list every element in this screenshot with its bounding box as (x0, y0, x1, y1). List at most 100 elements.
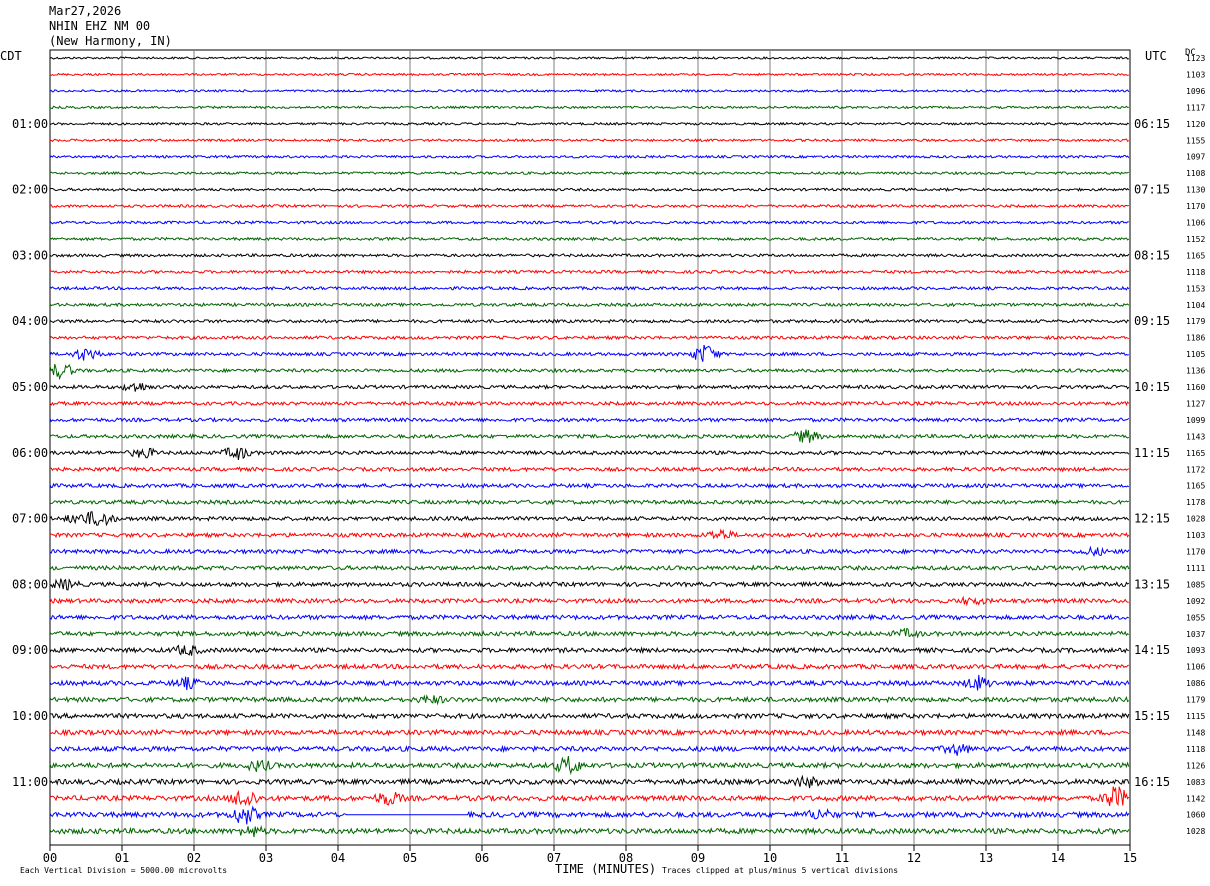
x-tick-label: 07 (547, 851, 561, 865)
x-tick-label: 04 (331, 851, 345, 865)
trace-row (49, 170, 1130, 176)
dc-offset-label: 1106 (1186, 219, 1205, 228)
trace-row (49, 220, 1129, 225)
cdt-hour-label: 09:00 (12, 643, 48, 657)
trace-row (50, 105, 1129, 110)
trace-row (49, 482, 1130, 490)
station-label: NHIN EHZ NM 00 (49, 19, 151, 33)
dc-offset-label: 1165 (1186, 251, 1205, 260)
cdt-hour-label: 07:00 (12, 512, 48, 526)
trace-row (49, 400, 1130, 407)
dc-offset-label: 1170 (1186, 202, 1205, 211)
trace-row (49, 154, 1130, 159)
x-tick-label: 05 (403, 851, 417, 865)
x-tick-label: 15 (1123, 851, 1137, 865)
dc-offset-label: 1172 (1186, 465, 1205, 474)
dc-offset-label: 1093 (1186, 646, 1205, 655)
location-label: (New Harmony, IN) (49, 34, 172, 48)
dc-offset-label: 1111 (1186, 564, 1205, 573)
dc-offset-label: 1179 (1186, 696, 1205, 705)
cdt-hour-label: 02:00 (12, 183, 48, 197)
cdt-axis-label: CDT (0, 49, 22, 63)
utc-hour-label: 15:15 (1134, 709, 1170, 723)
dc-offset-label: 1083 (1186, 778, 1205, 787)
dc-offset-label: 1104 (1186, 301, 1205, 310)
dc-offset-label: 1155 (1186, 136, 1205, 145)
dc-offset-label: 1106 (1186, 663, 1205, 672)
cdt-hour-label: 06:00 (12, 446, 48, 460)
trace-row (49, 269, 1129, 275)
dc-offset-label: 1117 (1186, 103, 1205, 112)
trace-row (49, 416, 1130, 423)
cdt-hour-label: 08:00 (12, 577, 48, 591)
trace-row (49, 318, 1130, 324)
dc-offset-label: 1153 (1186, 284, 1205, 293)
dc-offset-label: 1130 (1186, 186, 1205, 195)
utc-hour-label: 09:15 (1134, 314, 1170, 328)
trace-row (49, 805, 1130, 825)
trace-row (49, 743, 1129, 756)
trace-row (49, 252, 1130, 258)
utc-hour-label: 06:15 (1134, 117, 1170, 131)
dc-offset-label: 1178 (1186, 498, 1205, 507)
dc-offset-label: 1037 (1186, 630, 1205, 639)
dc-offset-label: 1165 (1186, 449, 1205, 458)
trace-row (49, 363, 1129, 381)
cdt-hour-label: 05:00 (12, 380, 48, 394)
trace-row (49, 203, 1129, 209)
x-tick-label: 09 (691, 851, 705, 865)
x-tick-label: 06 (475, 851, 489, 865)
dc-offset-label: 1097 (1186, 153, 1205, 162)
dc-offset-label: 1028 (1186, 515, 1205, 524)
trace-row (49, 528, 1130, 540)
dc-offset-label: 1186 (1186, 334, 1205, 343)
dc-offset-label: 1118 (1186, 745, 1205, 754)
dc-axis-label: DC (1185, 48, 1196, 58)
x-axis-title: TIME (MINUTES) (555, 862, 657, 876)
dc-offset-label: 1179 (1186, 317, 1205, 326)
dc-offset-label: 1103 (1186, 70, 1205, 79)
utc-hour-label: 14:15 (1134, 643, 1170, 657)
trace-row (49, 511, 1130, 527)
x-tick-label: 13 (979, 851, 993, 865)
plot-frame (49, 49, 1131, 846)
dc-offset-label: 1126 (1186, 761, 1205, 770)
x-tick-label: 12 (907, 851, 921, 865)
dc-offset-label: 1160 (1186, 383, 1205, 392)
dc-offset-label: 1136 (1186, 367, 1205, 376)
x-tick-label: 00 (43, 851, 57, 865)
dc-offset-label: 1108 (1186, 169, 1205, 178)
utc-axis-label: UTC (1145, 49, 1167, 63)
trace-row (49, 545, 1130, 558)
trace-row (49, 466, 1130, 473)
trace-row (49, 121, 1130, 126)
utc-hour-label: 07:15 (1134, 183, 1170, 197)
x-tick-label: 14 (1051, 851, 1065, 865)
dc-offset-label: 1143 (1186, 432, 1205, 441)
cdt-hour-label: 11:00 (12, 775, 48, 789)
dc-offset-label: 1103 (1186, 531, 1205, 540)
trace-row (49, 564, 1130, 572)
dc-offset-label: 1120 (1186, 120, 1205, 129)
dc-offset-label: 1165 (1186, 482, 1205, 491)
dc-offset-label: 1105 (1186, 350, 1205, 359)
x-tick-label: 08 (619, 851, 633, 865)
trace-row (49, 662, 1130, 671)
dc-offset-label: 1086 (1186, 679, 1205, 688)
cdt-hour-label: 03:00 (12, 248, 48, 262)
trace-row (49, 774, 1130, 789)
trace-row (49, 694, 1130, 706)
trace-row (49, 429, 1130, 443)
trace-row (49, 786, 1130, 807)
dc-offset-label: 1099 (1186, 416, 1205, 425)
date-label: Mar27,2026 (49, 4, 122, 18)
dc-offset-label: 1123 (1186, 54, 1205, 63)
dc-offset-label: 1170 (1186, 548, 1205, 557)
utc-hour-label: 16:15 (1134, 775, 1170, 789)
trace-row (49, 595, 1129, 607)
trace-row (49, 728, 1130, 737)
trace-row (49, 498, 1130, 506)
trace-row (50, 72, 1129, 77)
cdt-hour-label: 04:00 (12, 314, 48, 328)
clip-note: Traces clipped at plus/minus 5 vertical … (662, 866, 899, 875)
